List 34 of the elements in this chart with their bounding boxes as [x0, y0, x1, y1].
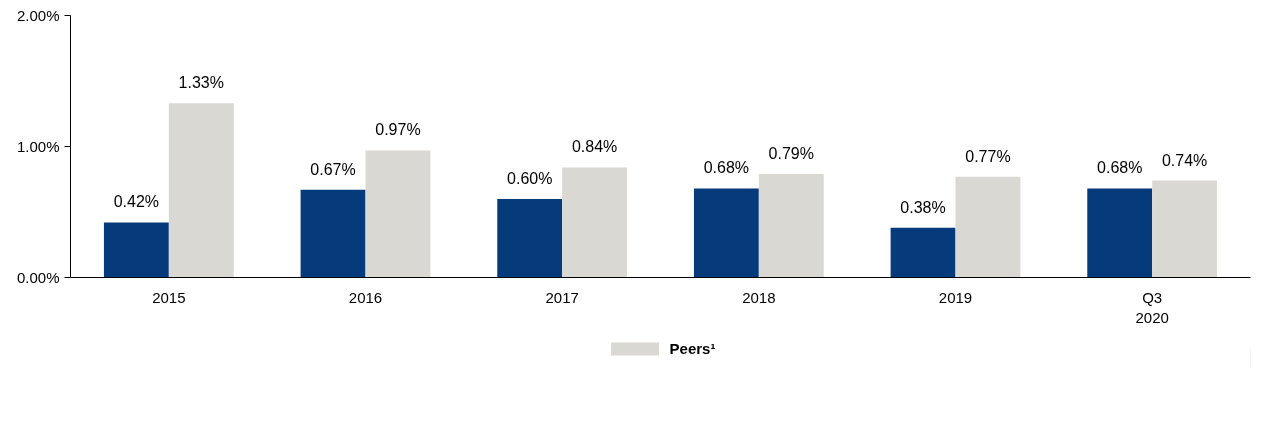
bar — [103, 222, 169, 278]
x-tick-label: 2017 — [545, 288, 579, 306]
data-label: 0.42% — [113, 193, 160, 211]
bar — [562, 167, 628, 278]
bar — [890, 227, 956, 278]
x-tick-label: 2016 — [348, 288, 383, 306]
y-tick-label: 2.00% — [16, 7, 60, 24]
x-tick-label: 2018 — [742, 288, 776, 306]
data-label: 0.77% — [965, 147, 1011, 165]
data-label: 0.79% — [768, 145, 814, 163]
bar — [497, 198, 563, 278]
bar — [758, 174, 824, 278]
bar — [955, 176, 1021, 278]
bar — [1087, 188, 1153, 278]
x-tick-label: 2019 — [938, 288, 973, 306]
y-tick-label: 1.00% — [16, 138, 60, 155]
bar — [693, 188, 759, 278]
bar — [1152, 180, 1218, 278]
data-label: 0.67% — [310, 160, 356, 178]
y-tick-label: 0.00% — [16, 269, 60, 286]
data-label: 0.38% — [900, 198, 946, 216]
x-tick-label: Q3 2020 — [1135, 288, 1169, 326]
data-label: 1.33% — [178, 74, 224, 92]
bar — [300, 189, 366, 278]
data-label: 0.68% — [1097, 159, 1143, 177]
data-label: 0.84% — [571, 138, 618, 156]
data-label: 0.74% — [1161, 151, 1208, 169]
bar — [168, 103, 234, 278]
data-label: 0.60% — [507, 169, 553, 187]
data-label: 0.97% — [375, 121, 421, 139]
bar — [365, 150, 431, 278]
legend-label: Peers¹ — [669, 339, 716, 357]
data-label: 0.68% — [703, 159, 750, 177]
x-tick-label: 2015 — [152, 288, 186, 306]
